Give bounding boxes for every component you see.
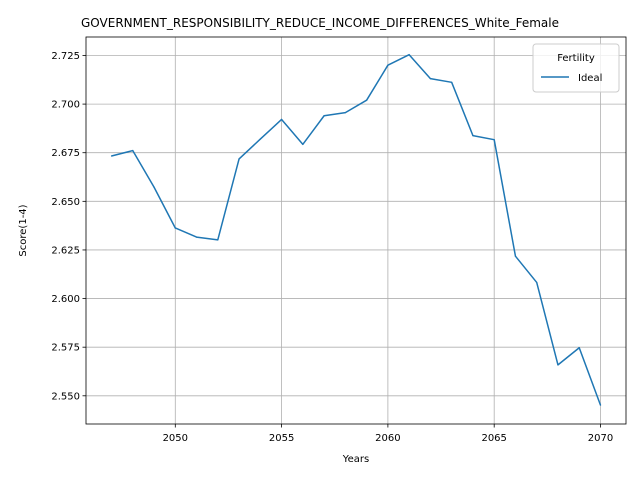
x-tick-label: 2065	[481, 433, 506, 444]
y-tick-label: 2.600	[51, 294, 80, 305]
x-axis-ticks: 2050 2055 2060 2065 2070	[163, 424, 613, 444]
y-tick-label: 2.575	[51, 343, 80, 354]
y-tick-label: 2.725	[51, 51, 80, 62]
data-point	[366, 99, 368, 101]
legend: Fertility Ideal	[532, 43, 620, 93]
data-point	[557, 364, 559, 366]
data-point	[344, 112, 346, 114]
data-point	[217, 239, 219, 241]
x-tick-label: 2050	[163, 433, 188, 444]
plot-frame	[85, 36, 627, 425]
data-point	[259, 138, 261, 140]
data-point	[408, 54, 410, 56]
data-point	[238, 158, 240, 160]
data-point	[599, 404, 602, 406]
y-tick-label: 2.625	[51, 245, 80, 256]
data-point	[578, 347, 580, 349]
data-point	[323, 115, 325, 117]
data-point	[195, 236, 198, 238]
series-layer	[110, 53, 602, 406]
legend-title: Fertility	[557, 53, 595, 64]
data-point	[536, 281, 538, 284]
y-tick-label: 2.550	[51, 391, 80, 402]
x-axis-label: Years	[342, 454, 369, 465]
data-point	[429, 78, 432, 80]
x-tick-label: 2055	[269, 433, 294, 444]
data-point	[174, 227, 176, 229]
y-axis-label: Score(1-4)	[18, 204, 29, 256]
legend-label-ideal: Ideal	[578, 73, 602, 84]
data-point	[387, 64, 389, 66]
y-tick-label: 2.700	[51, 100, 80, 111]
grid	[86, 37, 626, 424]
y-tick-label: 2.675	[51, 148, 80, 159]
data-point	[153, 186, 155, 188]
chart-title: GOVERNMENT_RESPONSIBILITY_REDUCE_INCOME_…	[81, 16, 559, 30]
data-point	[132, 149, 134, 152]
data-point	[514, 255, 517, 257]
data-point	[472, 135, 474, 137]
data-point	[110, 155, 113, 157]
data-point	[451, 81, 453, 83]
y-axis-ticks: 2.550 2.575 2.600 2.625 2.650 2.675 2.700 2.725	[51, 51, 86, 402]
series-line-ideal	[111, 53, 602, 406]
legend-frame	[532, 43, 620, 93]
x-tick-label: 2070	[588, 433, 613, 444]
data-point	[280, 118, 283, 121]
x-tick-label: 2060	[375, 433, 400, 444]
data-point	[493, 139, 495, 141]
y-tick-label: 2.650	[51, 197, 80, 208]
data-point	[302, 143, 304, 145]
